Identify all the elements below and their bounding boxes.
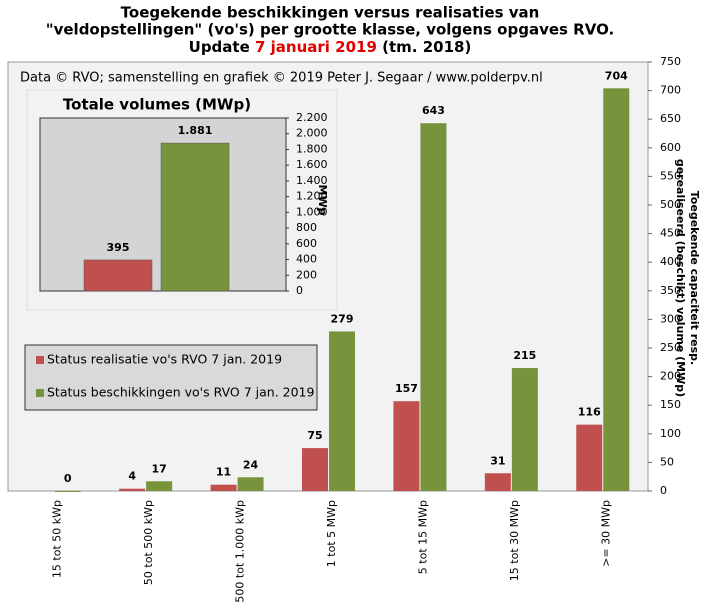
inset-bar xyxy=(160,142,230,292)
y-tick-label: 750 xyxy=(660,55,681,68)
bar xyxy=(576,424,603,491)
x-tick-label: 15 tot 50 kWp xyxy=(51,500,64,578)
value-label: 157 xyxy=(395,382,418,395)
y-tick-label: 300 xyxy=(660,312,681,325)
title-part: Update xyxy=(189,38,250,56)
x-tick-label: 1 tot 5 MWp xyxy=(325,500,338,567)
x-tick-label: 5 tot 15 MWp xyxy=(416,500,429,574)
y-axis-title-line: Toegekende capaciteit resp. xyxy=(688,191,701,365)
inset-y-title: MWp xyxy=(316,185,329,216)
y-tick-label: 100 xyxy=(660,427,681,440)
value-label: 643 xyxy=(422,104,445,117)
value-label: 116 xyxy=(578,406,601,419)
bar xyxy=(603,88,630,491)
title-line: Update 7 januari 2019 (tm. 2018) xyxy=(189,38,472,56)
bar xyxy=(119,488,146,491)
inset-y-tick-label: 1.000 xyxy=(296,205,328,218)
bar xyxy=(484,473,511,491)
legend-label: Status beschikkingen vo's RVO 7 jan. 201… xyxy=(47,385,315,400)
x-tick-label: >= 30 MWp xyxy=(599,500,612,567)
value-label: 279 xyxy=(331,312,354,325)
bar xyxy=(54,491,81,492)
inset-y-tick-label: 600 xyxy=(296,237,317,250)
y-tick-label: 700 xyxy=(660,84,681,97)
y-tick-label: 400 xyxy=(660,255,681,268)
y-tick-label: 200 xyxy=(660,370,681,383)
inset-bar xyxy=(83,259,153,292)
value-label: 31 xyxy=(490,454,505,467)
value-label: 215 xyxy=(513,349,536,362)
title-line: "veldopstellingen" (vo's) per grootte kl… xyxy=(46,21,614,39)
value-label: 0 xyxy=(64,472,72,485)
y-tick-label: 150 xyxy=(660,398,681,411)
x-tick-label: 15 tot 30 MWp xyxy=(508,500,521,581)
inset-y-tick-label: 1.200 xyxy=(296,190,328,203)
inset-y-tick-label: 200 xyxy=(296,268,317,281)
legend-swatch xyxy=(36,389,44,397)
legend-swatch xyxy=(36,356,44,364)
title-date: 7 januari 2019 xyxy=(255,38,377,56)
bar xyxy=(237,477,264,491)
inset-y-tick-label: 800 xyxy=(296,221,317,234)
inset-frame xyxy=(26,89,338,311)
inset-y-tick-label: 1.800 xyxy=(296,142,328,155)
inset-y-tick-label: 2.000 xyxy=(296,127,328,140)
bar xyxy=(210,484,237,491)
y-axis-title: Toegekende capaciteit resp. gerealiseerd… xyxy=(674,159,701,397)
value-label: 4 xyxy=(128,470,136,483)
title-part: (tm. 2018) xyxy=(382,38,471,56)
inset-value-label: 1.881 xyxy=(178,124,213,137)
y-tick-label: 250 xyxy=(660,341,681,354)
bar xyxy=(146,481,173,491)
inset-title: Totale volumes (MWp) xyxy=(63,96,251,114)
legend-label: Status realisatie vo's RVO 7 jan. 2019 xyxy=(47,352,282,367)
value-label: 11 xyxy=(216,466,231,479)
x-tick-label: 500 tot 1.000 kWp xyxy=(234,500,247,603)
y-tick-label: 600 xyxy=(660,141,681,154)
bar xyxy=(420,123,447,491)
y-tick-label: 650 xyxy=(660,112,681,125)
inset-y-tick-label: 2.200 xyxy=(296,111,328,124)
y-tick-label: 0 xyxy=(660,484,667,497)
value-label: 24 xyxy=(243,458,259,471)
inset-y-tick-label: 0 xyxy=(296,284,303,297)
y-tick-label: 500 xyxy=(660,198,681,211)
x-tick-label: 50 tot 500 kWp xyxy=(142,500,155,585)
y-tick-label: 50 xyxy=(660,455,674,468)
y-axis-title-line: gerealiseerd (beschikt) volume (MWp) xyxy=(674,159,687,397)
y-tick-label: 350 xyxy=(660,284,681,297)
bar xyxy=(302,448,328,491)
y-tick-label: 450 xyxy=(660,227,681,240)
inset-y-tick-label: 400 xyxy=(296,253,317,266)
value-label: 17 xyxy=(151,462,166,475)
bar xyxy=(329,331,355,491)
value-label: 704 xyxy=(605,69,628,82)
bar xyxy=(393,401,420,491)
inset-y-tick-label: 1.400 xyxy=(296,174,328,187)
inset-y-tick-label: 1.600 xyxy=(296,158,328,171)
legend xyxy=(24,344,318,411)
y-tick-label: 550 xyxy=(660,169,681,182)
title-line: Toegekende beschikkingen versus realisat… xyxy=(121,4,540,22)
annotation: Data © RVO; samenstelling en grafiek © 2… xyxy=(20,71,543,86)
inset-value-label: 395 xyxy=(107,241,130,254)
value-label: 75 xyxy=(307,429,322,442)
bar xyxy=(511,368,538,491)
